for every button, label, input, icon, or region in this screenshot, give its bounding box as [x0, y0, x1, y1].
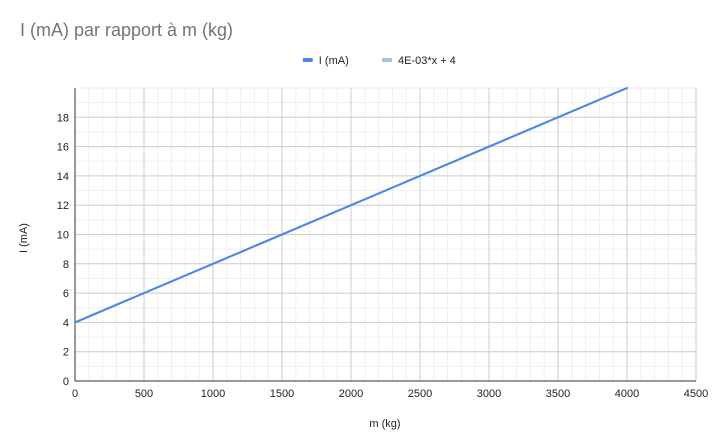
y-axis-title: I (mA)	[18, 223, 30, 253]
x-tick-label: 4500	[684, 388, 708, 400]
x-tick-label: 0	[72, 388, 78, 400]
series-layer	[74, 87, 628, 324]
y-tick-labels: 0 2 4 6 8 10 12 14 16 18	[57, 112, 69, 388]
y-tick-label: 12	[57, 200, 69, 212]
y-tick-label: 2	[63, 347, 69, 359]
legend-label: I (mA)	[319, 55, 349, 67]
x-tick-label: 1500	[270, 388, 294, 400]
legend-swatch	[382, 58, 392, 62]
legend-item[interactable]: 4E-03*x + 4	[382, 55, 456, 67]
y-tick-label: 16	[57, 142, 69, 154]
x-tick-label: 500	[135, 388, 153, 400]
series-line	[74, 87, 628, 324]
axes	[74, 88, 696, 382]
y-tick-label: 8	[63, 259, 69, 271]
legend[interactable]: I (mA) 4E-03*x + 4	[302, 55, 456, 67]
x-tick-label: 4000	[615, 388, 639, 400]
legend-label: 4E-03*x + 4	[398, 55, 456, 67]
x-tick-label: 1000	[201, 388, 225, 400]
chart-title: I (mA) par rapport à m (kg)	[20, 20, 234, 40]
y-tick-label: 4	[63, 317, 69, 329]
legend-item[interactable]: I (mA)	[302, 55, 349, 67]
x-tick-label: 3500	[546, 388, 570, 400]
y-tick-label: 14	[57, 171, 69, 183]
x-tick-label: 2000	[339, 388, 363, 400]
y-tick-label: 18	[57, 112, 69, 124]
x-axis-title: m (kg)	[369, 418, 400, 430]
x-tick-label: 2500	[408, 388, 432, 400]
x-tick-labels: 0 500 1000 1500 2000 2500 3000 3500 4000 4500	[72, 388, 708, 400]
legend-swatch	[302, 58, 313, 62]
y-tick-label: 0	[63, 376, 69, 388]
y-tick-label: 10	[57, 230, 69, 242]
y-tick-label: 6	[63, 288, 69, 300]
x-tick-label: 3000	[477, 388, 501, 400]
